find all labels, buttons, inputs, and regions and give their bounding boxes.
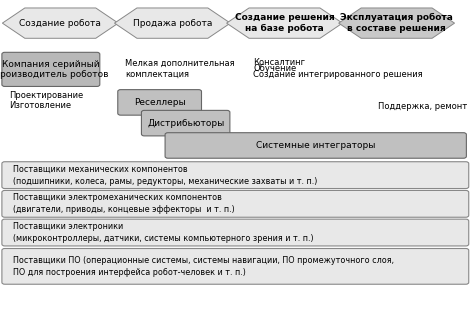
FancyBboxPatch shape: [2, 162, 469, 189]
Text: Создание робота: Создание робота: [19, 19, 101, 28]
FancyBboxPatch shape: [2, 249, 469, 284]
Polygon shape: [2, 8, 118, 38]
FancyBboxPatch shape: [2, 52, 100, 86]
Text: Консалтинг: Консалтинг: [253, 58, 305, 67]
Text: Эксплуатация робота
в составе решения: Эксплуатация робота в составе решения: [340, 13, 453, 33]
Text: Компания серийный
производитель роботов: Компания серийный производитель роботов: [0, 60, 108, 79]
Text: Системные интеграторы: Системные интеграторы: [256, 141, 376, 150]
Text: Поддержка, ремонт: Поддержка, ремонт: [378, 102, 468, 111]
Polygon shape: [227, 8, 342, 38]
FancyBboxPatch shape: [2, 219, 469, 246]
Text: Мелкая дополнительная
комплектация: Мелкая дополнительная комплектация: [125, 59, 235, 78]
FancyBboxPatch shape: [2, 190, 469, 217]
Text: Дистрибьюторы: Дистрибьюторы: [147, 119, 224, 128]
Text: Обучение: Обучение: [253, 64, 296, 73]
Text: Проектирование: Проектирование: [9, 91, 84, 100]
Text: Поставщики электроники
(микроконтроллеры, датчики, системы компьютерного зрения : Поставщики электроники (микроконтроллеры…: [13, 222, 314, 243]
Text: Продажа робота: Продажа робота: [133, 19, 212, 28]
Text: Изготовление: Изготовление: [9, 101, 71, 110]
Text: Поставщики электромеханических компонентов
(двигатели, приводы, концевые эффекто: Поставщики электромеханических компонент…: [13, 193, 235, 214]
FancyBboxPatch shape: [165, 133, 466, 158]
FancyBboxPatch shape: [141, 110, 230, 136]
Text: Поставщики механических компонентов
(подшипники, колеса, рамы, редукторы, механи: Поставщики механических компонентов (под…: [13, 165, 317, 186]
Text: Создание интегрированного решения: Создание интегрированного решения: [253, 70, 423, 79]
FancyBboxPatch shape: [118, 90, 201, 115]
Text: Реселлеры: Реселлеры: [134, 98, 185, 107]
Polygon shape: [114, 8, 230, 38]
Text: Создание решения
на базе робота: Создание решения на базе робота: [235, 13, 334, 33]
Text: Поставщики ПО (операционные системы, системы навигации, ПО промежуточного слоя,
: Поставщики ПО (операционные системы, сис…: [13, 256, 394, 277]
Polygon shape: [339, 8, 455, 38]
